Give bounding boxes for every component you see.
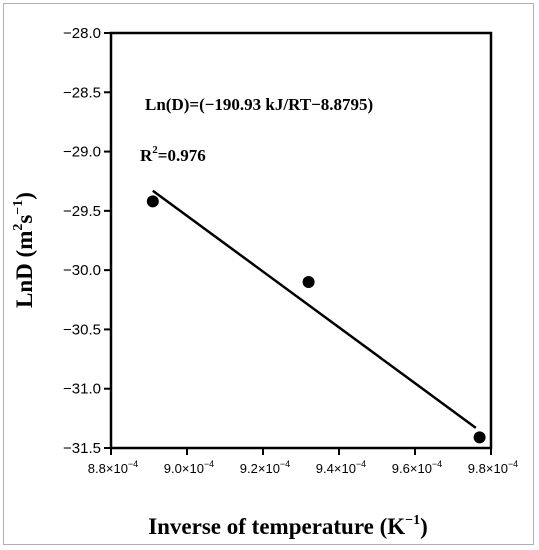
y-tick-label: −31.5	[63, 440, 101, 457]
x-tick-exponent: −4	[128, 459, 138, 469]
x-tick-exponent: −4	[204, 459, 214, 469]
data-points	[146, 195, 486, 444]
r2-prefix: R	[140, 146, 153, 165]
x-axis-label: Inverse of temperature (K−1)	[148, 513, 428, 539]
r2-superscript: 2	[152, 144, 158, 156]
x-tick-label: 9.8×10−4	[468, 459, 518, 476]
y-tick-label: −29.0	[63, 144, 101, 161]
x-tick-mantissa: 9.6×10	[392, 461, 432, 476]
x-tick-label: 9.2×10−4	[240, 459, 290, 476]
x-tick-label: 9.0×10−4	[164, 459, 214, 476]
plot-area-border	[109, 31, 493, 450]
fit-line	[152, 189, 477, 429]
x-tick-exponent: −4	[280, 459, 290, 469]
y-axis-label-mid: s	[12, 215, 37, 224]
axes	[109, 31, 493, 450]
x-tick-mantissa: 9.2×10	[240, 461, 280, 476]
x-axis-label-sup: −1	[405, 513, 420, 528]
y-tick-label: −28.0	[63, 25, 101, 42]
y-ticks: −28.0 −28.5 −29.0 −29.5 −30.0 −30.5 −31.0 −31.5	[63, 25, 111, 457]
figure-frame	[3, 3, 534, 545]
x-axis-label-end: )	[420, 514, 428, 539]
y-tick-label: −28.5	[63, 84, 101, 101]
x-ticks: 8.8×10−4 9.0×10−4 9.2×10−4 9.4×10−4 9.6×10−4…	[88, 448, 518, 476]
r2-value: =0.976	[158, 146, 206, 165]
y-axis-label-sup2: −1	[11, 200, 26, 215]
y-tick-label: −29.5	[63, 203, 101, 220]
equation-annotation: Ln(D)=(−190.93 kJ/RT−8.8795)	[145, 95, 373, 114]
x-tick-exponent: −4	[508, 459, 518, 469]
x-tick-label: 9.4×10−4	[316, 459, 366, 476]
x-tick-mantissa: 9.8×10	[468, 461, 508, 476]
x-tick-mantissa: 9.0×10	[164, 461, 204, 476]
y-axis-label-sup1: 2	[11, 224, 26, 231]
x-tick-exponent: −4	[432, 459, 442, 469]
y-axis-label-end: )	[12, 192, 37, 200]
x-axis-label-text: Inverse of temperature (K	[148, 514, 405, 539]
x-tick-label: 8.8×10−4	[88, 459, 138, 476]
y-tick-label: −31.0	[63, 381, 101, 398]
x-tick-mantissa: 8.8×10	[88, 461, 128, 476]
y-axis-label: LnD (m2s−1)	[11, 192, 37, 308]
r-squared-annotation: R2=0.976	[140, 144, 206, 165]
data-point	[302, 276, 315, 288]
fit-line-group	[152, 189, 477, 429]
x-tick-exponent: −4	[356, 459, 366, 469]
data-point	[146, 195, 159, 208]
y-axis-label-text: LnD (m	[12, 231, 37, 308]
data-point	[473, 431, 486, 444]
x-tick-mantissa: 9.4×10	[316, 461, 356, 476]
y-tick-label: −30.5	[63, 321, 101, 338]
x-tick-label: 9.6×10−4	[392, 459, 442, 476]
y-tick-label: −30.0	[63, 262, 101, 279]
